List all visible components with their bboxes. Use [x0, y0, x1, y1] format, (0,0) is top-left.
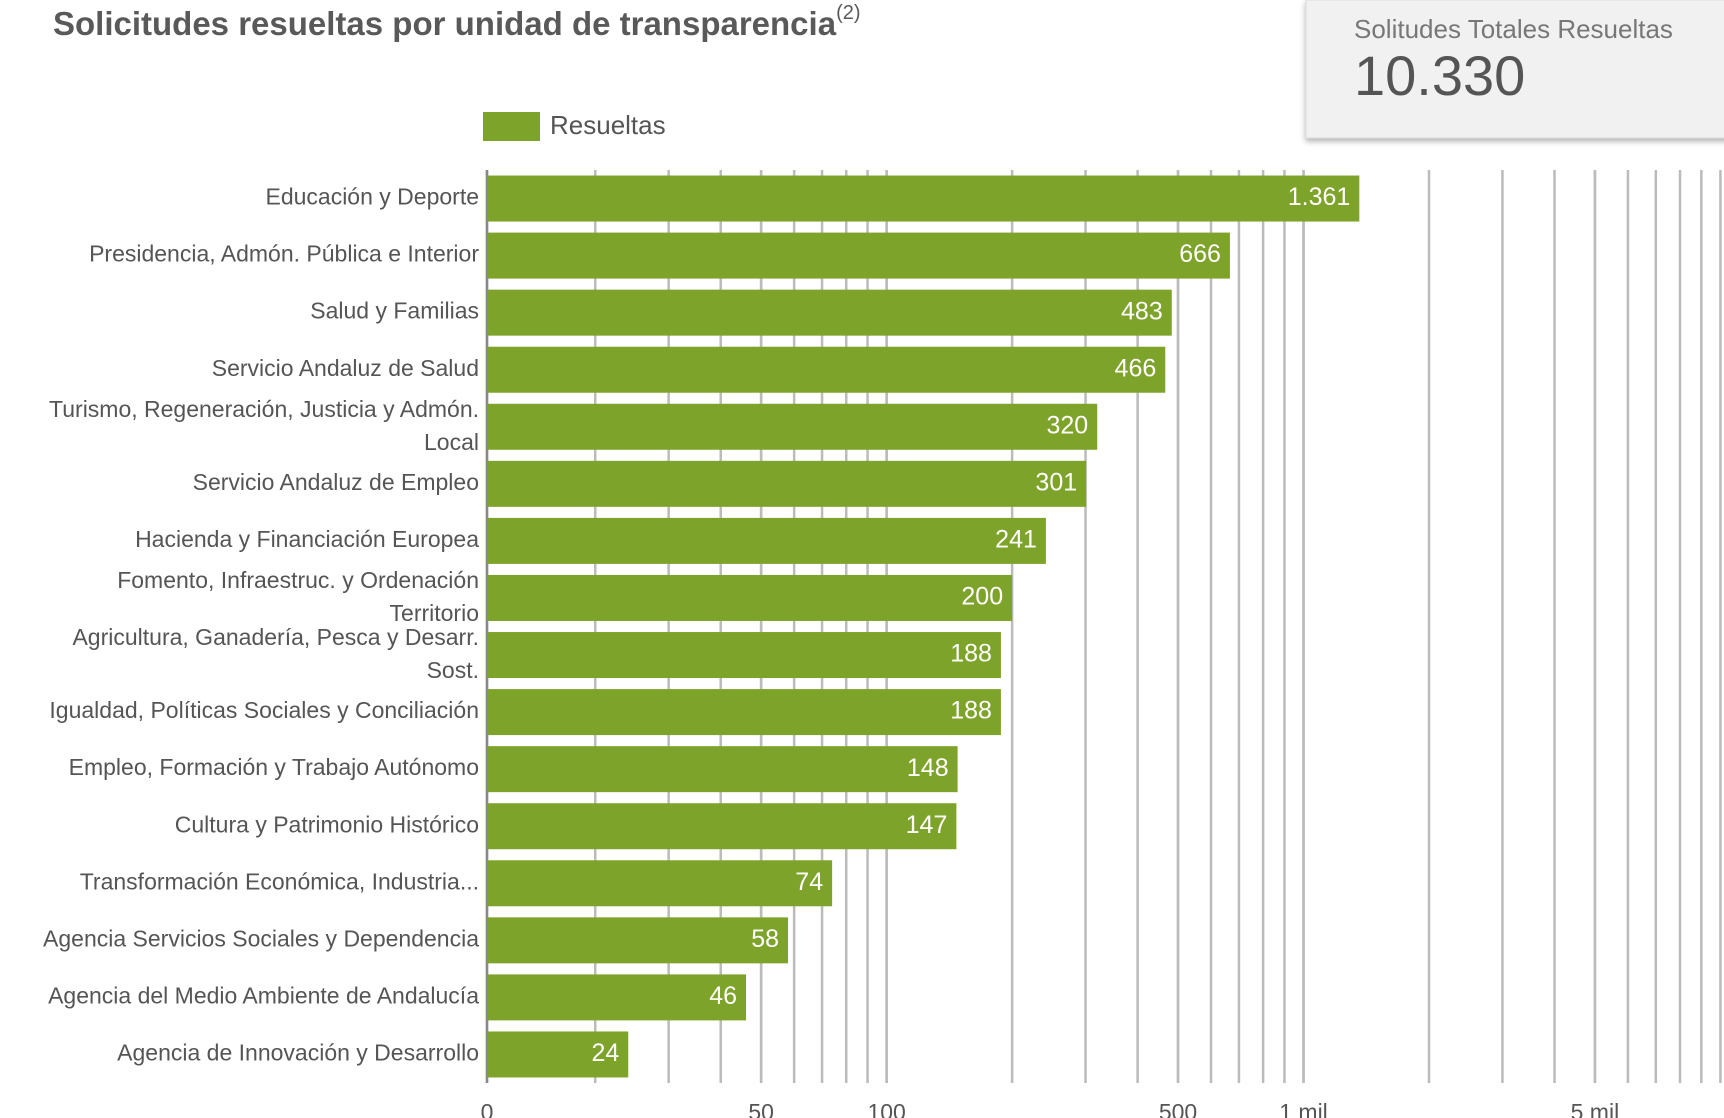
bar [487, 574, 1013, 621]
data-label: 148 [907, 754, 949, 782]
y-tick-label: Igualdad, Políticas Sociales y Conciliac… [49, 697, 479, 723]
data-label: 58 [751, 925, 779, 953]
title-note: (2) [836, 2, 860, 24]
x-tick-label: 100 [867, 1099, 905, 1118]
data-label: 241 [995, 526, 1037, 554]
bar [487, 803, 957, 850]
data-label: 1.361 [1288, 183, 1351, 211]
bar [487, 632, 1001, 679]
data-label: 320 [1047, 411, 1089, 439]
y-tick-label: Empleo, Formación y Trabajo Autónomo [69, 754, 479, 780]
bar [487, 1031, 629, 1078]
bar [487, 460, 1087, 507]
y-tick-label: Agencia del Medio Ambiente de Andalucía [48, 982, 479, 1008]
label-line: Turismo, Regeneración, Justicia y Admón. [49, 396, 479, 422]
bar [487, 974, 747, 1021]
y-tick-label: Turismo, Regeneración, Justicia y Admón.… [49, 396, 479, 455]
data-label: 666 [1179, 240, 1221, 268]
x-tick-label: 1 mil [1279, 1099, 1328, 1118]
data-label: 188 [950, 640, 992, 668]
bar [487, 175, 1360, 222]
data-label: 46 [709, 982, 737, 1010]
y-tick-label: Servicio Andaluz de Empleo [193, 469, 479, 495]
bar [487, 403, 1098, 450]
y-tick-label: Agricultura, Ganadería, Pesca y Desarr. S… [72, 624, 479, 683]
x-tick-label: 500 [1159, 1099, 1197, 1118]
y-tick-label: Agencia de Innovación y Desarrollo [117, 1040, 479, 1066]
y-tick-label: Salud y Familias [310, 298, 479, 324]
y-tick-label: Educación y Deporte [265, 184, 479, 210]
bar [487, 346, 1166, 393]
legend-label: Resueltas [550, 110, 666, 140]
x-tick-label: 5 mil [1571, 1099, 1620, 1118]
bar [487, 517, 1046, 564]
y-tick-label: Hacienda y Financiación Europea [135, 526, 479, 552]
x-tick-label: 0 [481, 1099, 494, 1118]
bar [487, 917, 789, 964]
legend-swatch [483, 112, 540, 141]
bar [487, 860, 833, 907]
label-line: Agricultura, Ganadería, Pesca y Desarr. [72, 624, 479, 650]
y-tick-label: Servicio Andaluz de Salud [212, 355, 479, 381]
scorecard-label: Solitudes Totales Resueltas [1354, 14, 1673, 44]
label-line: Fomento, Infraestruc. y Ordenación [117, 567, 479, 593]
label-line: Sost. [427, 657, 479, 683]
y-tick-label: Agencia Servicios Sociales y Dependencia [43, 925, 479, 951]
scorecard-box [1305, 0, 1724, 139]
y-tick-label: Transformación Económica, Industria... [80, 868, 479, 894]
bar [487, 289, 1172, 336]
bar [487, 746, 958, 793]
scorecard-value: 10.330 [1354, 44, 1525, 107]
data-label: 74 [795, 868, 823, 896]
y-tick-label: Presidencia, Admón. Pública e Interior [89, 241, 479, 267]
y-tick-label: Cultura y Patrimonio Histórico [175, 811, 479, 837]
data-label: 188 [950, 697, 992, 725]
chart-title: Solicitudes resueltas por unidad de tran… [53, 2, 861, 41]
bar [487, 689, 1001, 736]
data-label: 483 [1121, 297, 1163, 325]
bar [487, 232, 1230, 279]
label-line: Territorio [390, 600, 479, 626]
title-text: Solicitudes resueltas por unidad de tran… [53, 5, 837, 42]
data-label: 200 [961, 583, 1003, 611]
data-label: 301 [1035, 468, 1077, 496]
data-label: 147 [906, 811, 948, 839]
y-tick-label: Fomento, Infraestruc. y Ordenación Territ… [117, 567, 479, 626]
label-line: Local [424, 429, 479, 455]
data-label: 24 [591, 1039, 619, 1067]
x-tick-label: 50 [748, 1099, 774, 1118]
data-label: 466 [1115, 354, 1157, 382]
